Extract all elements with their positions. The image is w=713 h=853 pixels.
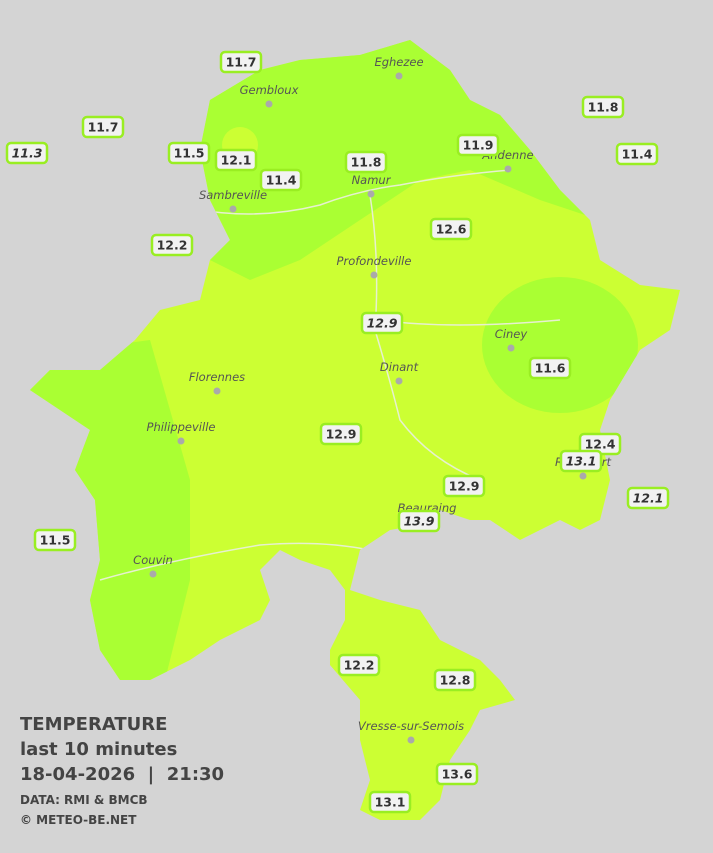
- station-box: [167, 141, 211, 165]
- station-box: [397, 509, 441, 533]
- city-label: Eghezee: [374, 55, 423, 69]
- station-box: [559, 449, 603, 473]
- legend-title: TEMPERATURE: [20, 714, 167, 735]
- station-value: 12.1: [633, 491, 664, 506]
- station-value: 11.7: [226, 55, 257, 70]
- station-value: 11.7: [88, 120, 119, 135]
- legend-datetime: 18-04-2026 | 21:30: [20, 764, 224, 785]
- city-label: Gembloux: [240, 83, 299, 97]
- city-dot: [265, 100, 273, 108]
- station-box: [219, 50, 263, 74]
- station-box: [344, 150, 388, 174]
- station-value: 13.6: [442, 767, 473, 782]
- city-dot: [395, 72, 403, 80]
- station-value: 12.9: [367, 316, 398, 331]
- city-dot: [229, 205, 237, 213]
- station-value: 12.6: [436, 222, 467, 237]
- station-value: 12.4: [585, 437, 616, 452]
- station-box: [259, 168, 303, 192]
- station-box: [528, 356, 572, 380]
- station-value: 12.9: [326, 427, 357, 442]
- city-label: Vresse-sur-Semois: [358, 719, 464, 733]
- station-box: [442, 474, 486, 498]
- station-box: [33, 528, 77, 552]
- station-box: [433, 668, 477, 692]
- station-box: [319, 422, 363, 446]
- station-box: [615, 142, 659, 166]
- city-label: Profondeville: [337, 254, 412, 268]
- city-label: Namur: [352, 173, 392, 187]
- station-value: 11.8: [588, 100, 619, 115]
- station-value: 11.8: [351, 155, 382, 170]
- legend-credit: © METEO-BE.NET: [20, 813, 137, 827]
- station-value: 11.6: [535, 361, 566, 376]
- city-dot: [149, 570, 157, 578]
- station-box: [150, 233, 194, 257]
- station-box: [214, 148, 258, 172]
- city-dot: [177, 437, 185, 445]
- station-box: [81, 115, 125, 139]
- city-label: Sambreville: [199, 188, 267, 202]
- station-box: [5, 141, 49, 165]
- station-value: 11.3: [12, 146, 43, 161]
- station-box: [429, 217, 473, 241]
- station-value: 11.5: [174, 146, 205, 161]
- station-box: [435, 762, 479, 786]
- city-dot: [370, 271, 378, 279]
- station-value: 13.9: [404, 514, 435, 529]
- station-value: 11.4: [622, 147, 653, 162]
- station-box: [626, 486, 670, 510]
- station-value: 12.1: [221, 153, 252, 168]
- station-box: [581, 95, 625, 119]
- station-box: [360, 311, 404, 335]
- station-value: 13.1: [566, 454, 597, 469]
- city-label: Ciney: [495, 327, 528, 341]
- station-value: 11.5: [40, 533, 71, 548]
- city-label: Philippeville: [147, 420, 216, 434]
- city-dot: [507, 344, 515, 352]
- legend-source: DATA: RMI & BMCB: [20, 793, 148, 807]
- station-box: [337, 653, 381, 677]
- station-value: 11.9: [463, 138, 494, 153]
- station-box: [368, 790, 412, 814]
- station-value: 12.2: [344, 658, 375, 673]
- city-label: Florennes: [189, 370, 245, 384]
- city-dot: [213, 387, 221, 395]
- legend-subtitle: last 10 minutes: [20, 739, 177, 760]
- city-dot: [407, 736, 415, 744]
- station-value: 11.4: [266, 173, 297, 188]
- station-value: 12.8: [440, 673, 471, 688]
- city-dot: [504, 165, 512, 173]
- station-value: 12.9: [449, 479, 480, 494]
- city-dot: [579, 472, 587, 480]
- city-label: Dinant: [380, 360, 419, 374]
- station-value: 13.1: [375, 795, 406, 810]
- city-label: Couvin: [133, 553, 173, 567]
- city-dot: [395, 377, 403, 385]
- city-dot: [367, 190, 375, 198]
- station-box: [456, 133, 500, 157]
- station-value: 12.2: [157, 238, 188, 253]
